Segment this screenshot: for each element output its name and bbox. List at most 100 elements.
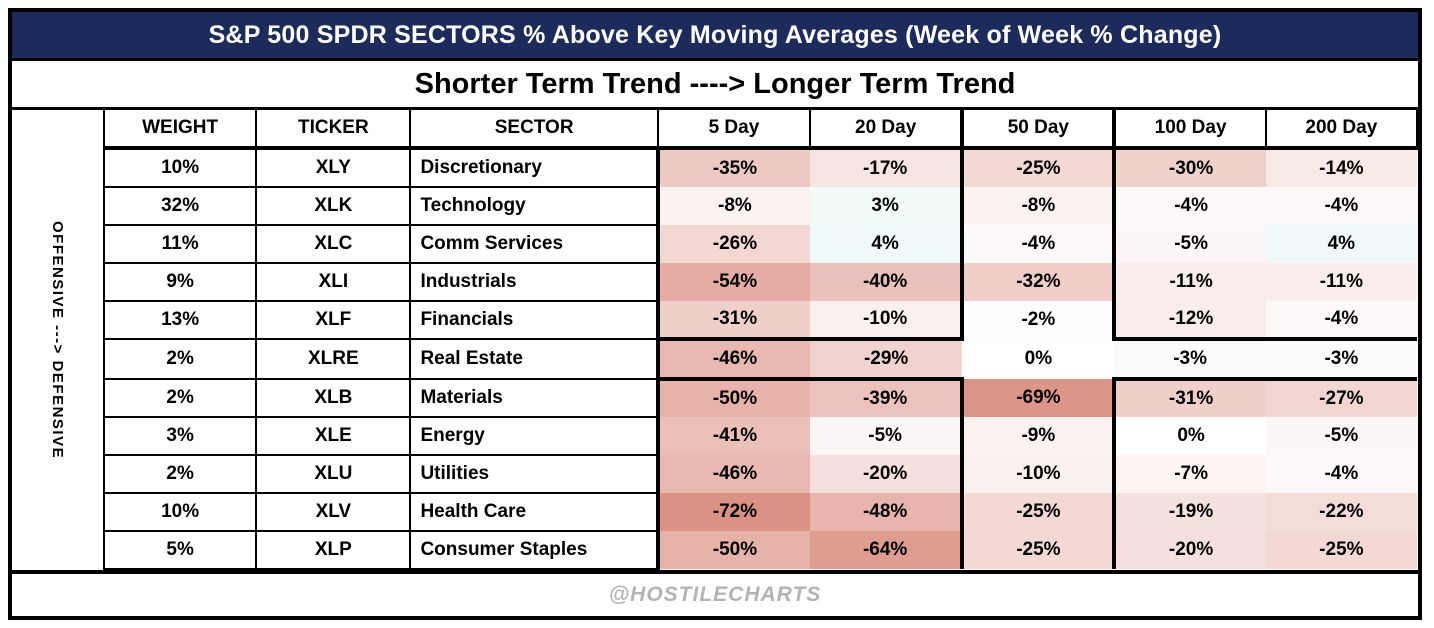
sector-cell: Materials — [409, 378, 659, 418]
ticker-cell: XLRE — [255, 338, 412, 380]
weight-cell: 13% — [102, 300, 258, 340]
table-row-xlc: 11% XLC Comm Services -26% 4% -4% -5% 4% — [102, 224, 1417, 264]
ticker-cell: XLU — [255, 454, 412, 494]
value-cell-50day: -10% — [960, 455, 1117, 493]
value-cell-20day: -39% — [810, 379, 963, 417]
ticker-cell: XLC — [255, 224, 412, 264]
ticker-cell: XLB — [255, 378, 412, 418]
offense-defense-axis-label: OFFENSIVE ---> DEFENSIVE — [49, 220, 66, 460]
weight-cell: 2% — [102, 338, 258, 380]
ticker-cell: XLY — [255, 147, 412, 188]
weight-cell: 5% — [102, 530, 258, 570]
value-cell-100day: -7% — [1114, 455, 1266, 493]
value-cell-5day: -31% — [655, 301, 811, 341]
weight-cell: 9% — [102, 262, 258, 302]
value-cell-200day: 4% — [1265, 225, 1417, 263]
value-cell-100day: -19% — [1114, 493, 1266, 531]
weight-cell: 32% — [102, 186, 258, 226]
value-cell-50day: -69% — [960, 379, 1117, 417]
table-row-xlu: 2% XLU Utilities -46% -20% -10% -7% -4% — [102, 454, 1417, 494]
sector-cell: Energy — [409, 416, 659, 456]
value-cell-50day: -2% — [960, 301, 1117, 339]
value-cell-50day: -32% — [960, 263, 1117, 301]
value-cell-20day: -10% — [810, 301, 963, 341]
value-cell-200day: -4% — [1265, 187, 1417, 225]
value-cell-20day: -17% — [810, 148, 963, 187]
weight-cell: 10% — [102, 492, 258, 532]
title-bar: S&P 500 SPDR SECTORS % Above Key Moving … — [12, 12, 1418, 61]
ticker-cell: XLV — [255, 492, 412, 532]
table-body: OFFENSIVE ---> DEFENSIVE WEIGHT TICKER S… — [12, 110, 1419, 570]
column-header-200day: 200 Day — [1264, 110, 1419, 150]
column-header-ticker: TICKER — [255, 110, 412, 150]
sector-cell: Technology — [409, 186, 659, 226]
table-row-xlp: 5% XLP Consumer Staples -50% -64% -25% -… — [102, 530, 1417, 570]
footer-bar: @HOSTILECHARTS — [12, 570, 1418, 616]
value-cell-5day: -35% — [655, 148, 811, 187]
value-cell-200day: -4% — [1265, 301, 1417, 341]
value-cell-20day: -5% — [810, 417, 963, 455]
sector-cell: Health Care — [409, 492, 659, 532]
value-cell-20day: -40% — [810, 263, 963, 301]
value-cell-50day: -25% — [960, 531, 1117, 569]
column-header-sector: SECTOR — [409, 110, 659, 150]
value-cell-200day: -5% — [1265, 417, 1417, 455]
subtitle-bar: Shorter Term Trend ----> Longer Term Tre… — [12, 61, 1418, 110]
value-cell-5day: -8% — [655, 187, 811, 225]
value-cell-5day: -72% — [655, 493, 811, 531]
value-cell-50day: 0% — [962, 339, 1115, 379]
column-header-5day: 5 Day — [656, 110, 812, 150]
column-header-50day: 50 Day — [960, 110, 1117, 150]
column-header-weight: WEIGHT — [102, 110, 258, 150]
page-title: S&P 500 SPDR SECTORS % Above Key Moving … — [208, 20, 1222, 49]
value-cell-50day: -8% — [960, 187, 1117, 225]
value-cell-100day: -5% — [1114, 225, 1266, 263]
value-cell-50day: -25% — [960, 493, 1117, 531]
table-row-xli: 9% XLI Industrials -54% -40% -32% -11% -… — [102, 262, 1417, 302]
value-cell-200day: -25% — [1265, 531, 1417, 569]
table-row-xlf: 13% XLF Financials -31% -10% -2% -12% -4… — [102, 300, 1417, 341]
sector-cell: Financials — [409, 300, 659, 340]
value-cell-20day: -29% — [810, 339, 963, 381]
value-cell-100day: -12% — [1114, 301, 1266, 341]
table-row-xlv: 10% XLV Health Care -72% -48% -25% -19% … — [102, 492, 1417, 532]
table-row-xlb: 2% XLB Materials -50% -39% -69% -31% -27… — [102, 378, 1417, 418]
weight-cell: 2% — [102, 454, 258, 494]
value-cell-100day: -31% — [1114, 379, 1266, 417]
ticker-cell: XLP — [255, 530, 412, 570]
value-cell-200day: -22% — [1265, 493, 1417, 531]
value-cell-5day: -46% — [655, 339, 811, 381]
value-cell-5day: -46% — [655, 455, 811, 493]
value-cell-20day: -20% — [810, 455, 963, 493]
trend-direction-label: Shorter Term Trend ----> Longer Term Tre… — [414, 67, 1016, 100]
weight-cell: 3% — [102, 416, 258, 456]
value-cell-100day: -3% — [1114, 339, 1266, 381]
value-cell-100day: -11% — [1114, 263, 1266, 301]
sector-cell: Consumer Staples — [409, 530, 659, 570]
offense-defense-axis: OFFENSIVE ---> DEFENSIVE — [12, 110, 103, 570]
value-cell-20day: -64% — [810, 531, 963, 569]
value-cell-50day: -4% — [960, 225, 1117, 263]
table-row-xlre: 2% XLRE Real Estate -46% -29% 0% -3% -3% — [102, 338, 1417, 381]
value-cell-20day: 4% — [810, 225, 963, 263]
header-row: WEIGHT TICKER SECTOR 5 Day 20 Day 50 Day… — [102, 110, 1419, 150]
ticker-cell: XLK — [255, 186, 412, 226]
value-cell-200day: -27% — [1265, 379, 1417, 417]
value-cell-200day: -14% — [1265, 148, 1417, 187]
value-cell-200day: -11% — [1265, 263, 1417, 301]
value-cell-200day: -3% — [1265, 339, 1417, 381]
watermark: @HOSTILECHARTS — [608, 583, 822, 606]
column-header-100day: 100 Day — [1113, 110, 1267, 150]
value-cell-100day: -30% — [1114, 148, 1266, 187]
value-cell-20day: -48% — [810, 493, 963, 531]
value-cell-100day: -20% — [1114, 531, 1266, 569]
value-cell-5day: -26% — [655, 225, 811, 263]
sector-cell: Real Estate — [409, 338, 659, 380]
sector-cell: Comm Services — [409, 224, 659, 264]
weight-cell: 10% — [102, 147, 258, 188]
moving-average-table: S&P 500 SPDR SECTORS % Above Key Moving … — [8, 8, 1422, 620]
table-row-xle: 3% XLE Energy -41% -5% -9% 0% -5% — [102, 416, 1417, 456]
value-cell-50day: -9% — [960, 417, 1117, 455]
value-cell-50day: -25% — [960, 148, 1117, 187]
table-row-xlk: 32% XLK Technology -8% 3% -8% -4% -4% — [102, 186, 1417, 226]
